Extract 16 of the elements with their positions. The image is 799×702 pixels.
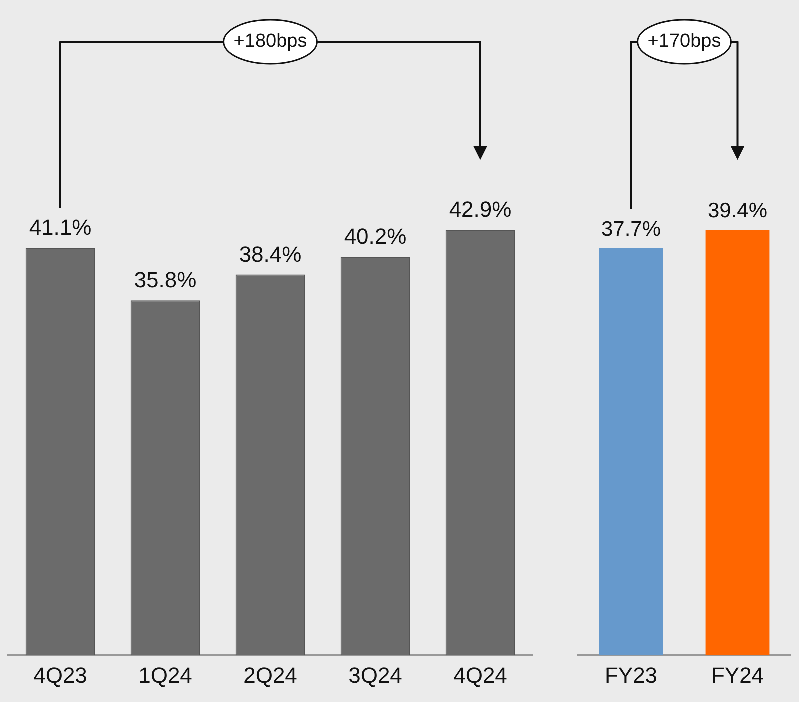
text: +170bps [648, 31, 722, 52]
text: +180bps [234, 31, 308, 52]
data-label: 37.7% [601, 218, 662, 241]
x-tick-label: FY23 [604, 662, 658, 688]
x-tick-label: 2Q24 [244, 662, 298, 688]
data-label: 39.4% [708, 199, 768, 222]
data-label: 40.2% [344, 224, 407, 250]
data-label: 42.9% [449, 197, 512, 222]
data-label: 41.1% [29, 215, 92, 240]
x-tick-label: 4Q24 [454, 662, 508, 688]
data-label: 35.8% [134, 268, 197, 293]
x-tick-label: 3Q24 [348, 662, 402, 688]
x-tick-label: FY24 [711, 662, 764, 688]
x-tick-label: 1Q24 [138, 662, 192, 688]
data-label: 38.4% [239, 242, 302, 267]
x-tick-label: 4Q23 [34, 662, 88, 688]
